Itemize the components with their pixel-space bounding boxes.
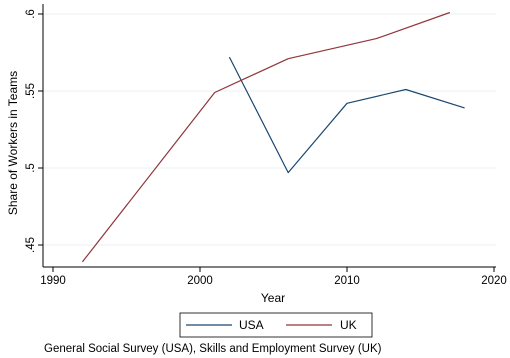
series-line-uk [81,11,451,263]
y-tick-label: .55 [25,83,37,99]
x-axis-ticks: 1990 2000 2010 2020 [40,267,507,287]
y-axis-title: Share of Workers in Teams [6,71,20,215]
y-tick-label: .45 [25,237,37,253]
x-axis-title: Year [261,291,285,305]
x-tick-label: 1990 [40,275,66,287]
legend-label-uk: UK [340,318,357,332]
x-tick-label: 2010 [334,275,360,287]
axes [42,4,496,268]
x-tick-label: 2000 [187,275,213,287]
source-note: General Social Survey (USA), Skills and … [44,343,382,355]
y-tick-label: .5 [25,163,37,173]
x-tick-label: 2020 [481,275,507,287]
legend: USA UK [179,312,373,338]
series-lines [81,11,465,263]
gridlines [43,13,496,246]
y-axis-ticks: .45 .5 .55 .6 [25,9,43,253]
series-line-usa [228,56,465,174]
legend-label-usa: USA [239,318,264,332]
y-tick-label: .6 [25,9,37,19]
